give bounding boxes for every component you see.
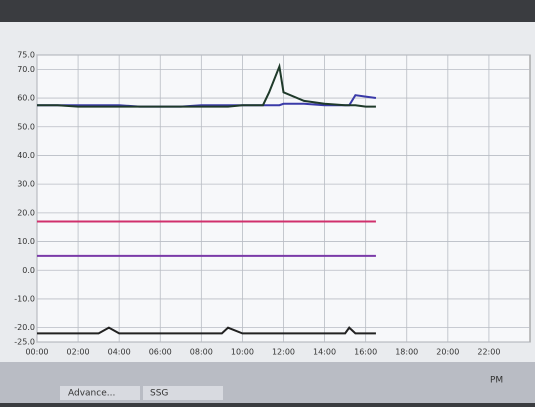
page: {"chart_data": {"type": "line", "x": [0,…: [0, 0, 535, 403]
y-tick-label: 0.0: [22, 266, 35, 275]
x-tick-label: 00:00: [25, 348, 48, 357]
y-tick-label: 50.0: [17, 122, 35, 131]
y-tick-label: 40.0: [17, 151, 35, 160]
screen: Advance... SSG PM -25.0 -20.0 -10.0 0.0 10.0…: [0, 0, 535, 403]
y-tick-label: 70.0: [17, 65, 35, 74]
y-tick-label: 30.0: [17, 180, 35, 189]
x-tick-label: 20:00: [436, 348, 459, 357]
y-tick-label: -20.0: [14, 323, 35, 332]
y-tick-label: -25.0: [14, 338, 35, 347]
y-tick-label: -10.0: [14, 294, 35, 303]
x-tick-label: 04:00: [108, 348, 131, 357]
x-tick-label: 12:00: [272, 348, 295, 357]
task-label: Advance...: [68, 389, 115, 399]
clock: PM: [490, 376, 503, 386]
x-tick-label: 06:00: [149, 348, 172, 357]
y-tick-label: 10.0: [17, 237, 35, 246]
x-tick-label: 18:00: [395, 348, 418, 357]
x-tick-label: 08:00: [190, 348, 213, 357]
x-tick-label: 22:00: [477, 348, 500, 357]
y-tick-label: 60.0: [17, 94, 35, 103]
x-tick-label: 02:00: [67, 348, 90, 357]
y-tick-label: 75.0: [17, 51, 35, 60]
x-tick-label: 14:00: [313, 348, 336, 357]
y-tick-label: 20.0: [17, 208, 35, 217]
x-tick-label: 16:00: [354, 348, 377, 357]
task-label: SSG: [150, 389, 168, 399]
x-tick-label: 10:00: [231, 348, 254, 357]
